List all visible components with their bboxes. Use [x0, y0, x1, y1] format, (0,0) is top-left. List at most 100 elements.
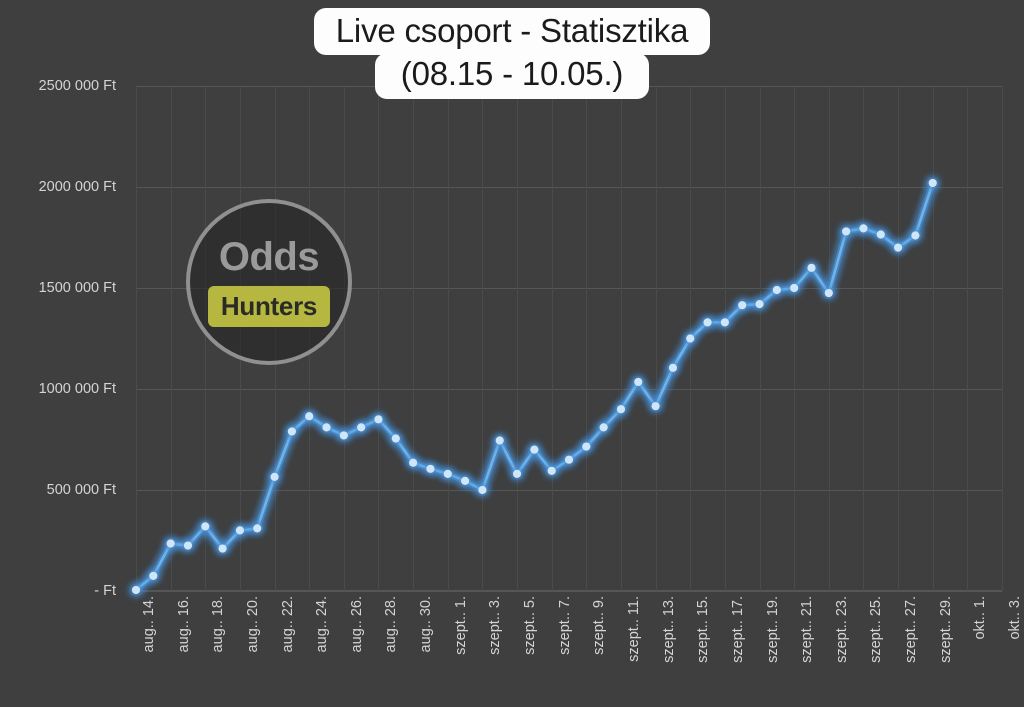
data-point-marker[interactable]: szept.. 28. — 1 760 000 Ft — [911, 231, 920, 240]
data-point-marker[interactable]: szept.. 14. — 1 105 000 Ft — [668, 363, 678, 372]
data-point-marker[interactable]: szept.. 24. — 1 780 000 Ft — [842, 227, 851, 236]
data-point-marker[interactable]: szept.. 5. — 580 000 Ft — [512, 469, 522, 478]
logo-odds-text: Odds — [218, 235, 320, 279]
data-point-marker[interactable]: szept.. 29. — 2 020 000 Ft — [928, 178, 937, 188]
gridline-vertical — [170, 86, 172, 591]
data-point-marker[interactable]: aug.. 31. — 605 000 Ft — [426, 464, 435, 473]
data-point-marker[interactable]: aug.. 28. — 850 000 Ft — [374, 415, 383, 424]
gridline-vertical — [551, 86, 553, 591]
x-axis-tick-label: szept.. 13. — [660, 596, 677, 663]
data-point-marker[interactable]: szept.. 19. — 1 420 000 Ft — [755, 300, 764, 309]
x-axis-tick-label: szept.. 23. — [833, 596, 850, 663]
gridline-horizontal — [136, 490, 1002, 491]
gridline-vertical — [967, 86, 969, 591]
x-axis-tick-label: aug.. 22. — [279, 596, 296, 653]
gridline-vertical — [517, 86, 519, 591]
data-point-marker[interactable]: szept.. 26. — 1 765 000 Ft — [876, 230, 885, 239]
data-point-marker[interactable]: szept.. 15. — 1 250 000 Ft — [686, 334, 695, 343]
gridline-vertical — [794, 86, 796, 591]
y-axis-tick-label: 500 000 Ft — [46, 482, 116, 498]
gridline-vertical — [759, 86, 761, 591]
gridline-vertical — [343, 86, 345, 591]
x-axis-tick-label: aug.. 26. — [348, 596, 365, 653]
data-point-marker[interactable]: szept.. 4. — 745 000 Ft — [495, 436, 504, 445]
data-point-marker[interactable]: aug.. 27. — 810 000 Ft — [357, 423, 366, 432]
data-point-marker[interactable]: szept.. 1. — 580 000 Ft — [443, 469, 452, 478]
data-point-marker[interactable]: szept.. 22. — 1 600 000 Ft — [807, 263, 816, 272]
data-point-marker[interactable]: szept.. 3. — 500 000 Ft — [478, 485, 487, 495]
gridline-vertical — [828, 86, 830, 591]
y-axis-tick-label: 2000 000 Ft — [38, 179, 116, 195]
x-axis-tick-label: szept.. 19. — [764, 596, 781, 663]
data-point-marker[interactable]: szept.. 7. — 595 000 Ft — [547, 466, 556, 475]
data-point-marker[interactable]: aug.. 16. — 235 000 Ft — [166, 539, 175, 548]
data-point-marker[interactable]: szept.. 2. — 545 000 Ft — [460, 476, 470, 486]
x-axis-tick-label: okt.. 1. — [972, 596, 989, 640]
data-point-marker[interactable]: szept.. 17. — 1 330 000 Ft — [720, 318, 729, 327]
x-axis-tick-label: aug.. 14. — [141, 596, 157, 653]
x-axis-tick-label: szept.. 7. — [556, 596, 573, 655]
data-point-marker[interactable]: aug.. 24. — 865 000 Ft — [305, 412, 314, 421]
x-axis-tick-label: aug.. 30. — [418, 596, 435, 653]
data-point-marker[interactable]: aug.. 26. — 770 000 Ft — [339, 431, 348, 440]
data-point-marker[interactable]: szept.. 10. — 810 000 Ft — [599, 423, 608, 432]
data-point-marker[interactable]: szept.. 21. — 1 500 000 Ft — [790, 283, 799, 293]
x-axis-tick-label: szept.. 29. — [937, 596, 954, 663]
gridline-horizontal — [136, 288, 1002, 289]
gridline-vertical — [205, 86, 207, 591]
data-point-marker[interactable]: szept.. 23. — 1 475 000 Ft — [824, 288, 833, 298]
gridline-horizontal — [136, 591, 1002, 592]
gridline-vertical — [932, 86, 934, 591]
x-axis-line — [136, 590, 1002, 591]
data-point-marker[interactable]: aug.. 15. — 75 000 Ft — [149, 571, 158, 580]
data-point-marker[interactable]: szept.. 18. — 1 415 000 Ft — [738, 301, 747, 310]
odds-hunters-logo-watermark: Odds Hunters — [186, 199, 352, 365]
gridline-vertical — [863, 86, 865, 591]
x-axis-tick-label: szept.. 25. — [868, 596, 885, 663]
gridline-vertical — [620, 86, 622, 591]
gridline-vertical — [447, 86, 449, 591]
x-axis-tick-label: szept.. 3. — [487, 596, 504, 655]
data-point-marker[interactable]: aug.. 21. — 310 000 Ft — [253, 524, 262, 533]
data-point-marker[interactable]: szept.. 27. — 1 700 000 Ft — [893, 243, 903, 252]
y-axis-tick-label: 1500 000 Ft — [38, 280, 116, 296]
gridline-vertical — [586, 86, 588, 591]
data-point-marker[interactable]: szept.. 12. — 1 035 000 Ft — [634, 377, 643, 387]
data-point-marker[interactable]: aug.. 29. — 755 000 Ft — [391, 434, 400, 443]
data-point-marker[interactable]: aug.. 20. — 300 000 Ft — [235, 526, 245, 535]
data-point-marker[interactable]: szept.. 9. — 715 000 Ft — [582, 442, 591, 451]
data-point-marker[interactable]: szept.. 16. — 1 330 000 Ft — [703, 318, 712, 327]
data-point-marker[interactable]: szept.. 11. — 900 000 Ft — [616, 405, 626, 414]
data-point-marker[interactable]: aug.. 30. — 635 000 Ft — [409, 458, 418, 467]
gridline-vertical — [1002, 86, 1003, 591]
gridline-vertical — [378, 86, 380, 591]
data-point-marker[interactable]: szept.. 20. — 1 490 000 Ft — [772, 285, 781, 295]
data-point-marker[interactable]: szept.. 13. — 915 000 Ft — [651, 402, 660, 411]
chart-title-line-1: Live csoport - Statisztika — [313, 8, 711, 55]
gridline-vertical — [136, 86, 137, 591]
x-axis-tick-label: szept.. 11. — [625, 596, 642, 662]
y-axis-tick-label: 2500 000 Ft — [38, 78, 116, 94]
data-point-marker[interactable]: aug.. 23. — 790 000 Ft — [287, 427, 296, 436]
y-axis-tick-label: 1000 000 Ft — [38, 381, 116, 397]
data-point-marker[interactable]: aug.. 25. — 810 000 Ft — [322, 423, 331, 432]
y-axis-tick-label: - Ft — [94, 583, 116, 599]
data-point-marker[interactable]: szept.. 6. — 700 000 Ft — [530, 445, 539, 454]
x-axis-tick-label: szept.. 15. — [695, 596, 712, 663]
x-axis-tick-label: aug.. 28. — [383, 596, 400, 653]
x-axis-tick-label: szept.. 17. — [729, 596, 746, 663]
data-point-marker[interactable]: szept.. 25. — 1 795 000 Ft — [859, 224, 868, 233]
y-axis-labels: - Ft 500 000 Ft 1000 000 Ft 1500 000 Ft 2000… — [0, 78, 124, 599]
data-point-marker[interactable]: szept.. 8. — 650 000 Ft — [564, 455, 574, 464]
gridline-horizontal — [136, 389, 1002, 390]
data-point-marker[interactable]: aug.. 18. — 320 000 Ft — [201, 522, 210, 531]
gridline-vertical — [724, 86, 726, 591]
data-point-marker[interactable]: aug.. 19. — 210 000 Ft — [218, 544, 227, 553]
data-point-marker[interactable]: aug.. 17. — 225 000 Ft — [183, 541, 193, 550]
data-point-marker[interactable]: aug.. 22. — 565 000 Ft — [270, 472, 279, 481]
x-axis-tick-label: aug.. 20. — [244, 596, 261, 653]
x-axis-tick-label: aug.. 18. — [210, 596, 227, 653]
